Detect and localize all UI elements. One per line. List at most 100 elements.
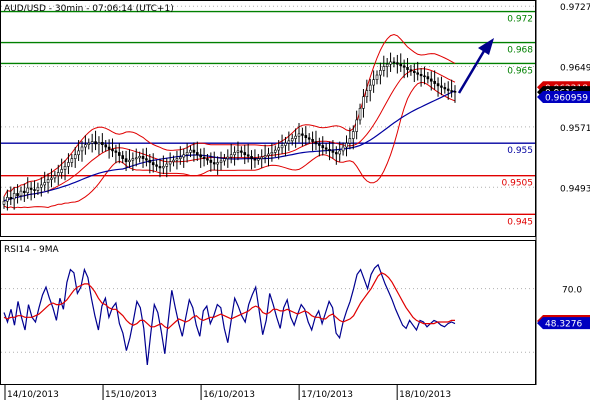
candle [263,144,267,164]
candle [185,143,189,163]
price-chart-title: AUD/USD - 30min - 07:06:14 (UTC+1) [4,4,174,14]
candle [16,184,19,204]
candle [9,186,13,206]
svg-text:48.3276: 48.3276 [545,320,582,330]
lower-band [3,81,456,209]
candle [335,146,338,165]
x-tick-label: 14/10/2013 [7,390,59,400]
candle [199,148,202,168]
candle [429,71,433,91]
candle [358,103,362,125]
candle [236,141,240,161]
candle [233,146,236,166]
candle [260,149,264,168]
candle [304,126,308,146]
candle [131,152,135,172]
rsi-badges: 49.642748.3276 [537,315,590,330]
candle [321,136,325,156]
candle [396,54,399,74]
rsi-tick-labels: 70.0 [562,286,582,296]
candle [280,134,284,154]
trend-arrow [457,38,494,94]
candle [151,153,155,173]
price-tick-label: 0.9571 [560,124,590,134]
candle [189,145,192,158]
candle [348,127,352,150]
candle [375,70,379,85]
candle [372,70,375,93]
level-label: 0.972 [507,15,533,25]
svg-text:0.960959: 0.960959 [545,94,588,104]
candle [294,128,297,148]
candle [46,173,50,194]
candle [179,146,182,165]
candle [324,143,328,154]
x-tick-label: 16/10/2013 [203,390,255,400]
rsi-tick-label: 70.0 [562,286,582,296]
candle [267,147,270,167]
candle [36,182,40,195]
candle [389,52,392,72]
candle [128,149,131,168]
candle [67,153,70,175]
candle [43,171,46,192]
candle [355,110,358,140]
candle [426,71,430,84]
candle [270,143,274,162]
candle [443,82,447,94]
candle [60,158,63,179]
candle [26,177,30,199]
candle [341,142,345,156]
candle [297,123,301,143]
price-tick-label: 0.9727 [560,3,590,13]
candle [257,153,260,165]
candle [90,133,94,153]
candle [50,168,53,188]
candle [148,153,152,174]
candle [433,70,436,90]
price-tick-label: 0.9649 [560,64,590,74]
candle [6,189,9,211]
candle [416,61,419,81]
candle [101,133,104,153]
rsi-series-line [3,272,455,330]
candle [301,127,304,147]
candle [226,149,230,168]
candle [87,138,91,150]
candle [104,140,108,152]
candle [284,136,287,157]
candle [328,141,331,161]
candle [124,150,128,172]
candle [182,148,186,168]
candle [40,177,43,197]
candle [453,85,457,103]
candle [219,151,223,171]
candle [12,187,16,210]
candle [141,148,145,168]
candle [450,79,453,98]
level-label: 0.955 [507,146,533,156]
candle [63,160,67,181]
candle [379,62,382,85]
candle [195,141,199,161]
candle [162,155,165,175]
candle [331,140,335,159]
candle [80,140,84,162]
rsi-chart-title: RSI14 - 9MA [4,245,60,255]
candle [175,150,179,170]
level-label: 0.968 [507,46,533,56]
candle [117,143,121,164]
moving-average [3,90,456,202]
candle [206,153,209,165]
candle [56,164,60,185]
upper-band [3,33,456,197]
candle [413,63,416,83]
candle [53,171,57,183]
candle [134,148,138,167]
price-badges: 0.9622180.96160.960959 [537,81,590,104]
candle [155,160,158,172]
candle [402,59,406,79]
rsi-lines [3,263,456,365]
